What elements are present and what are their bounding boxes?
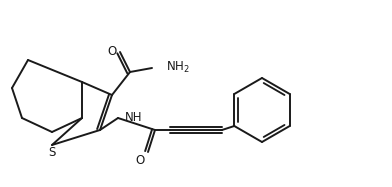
- Text: O: O: [135, 154, 145, 166]
- Text: NH: NH: [125, 111, 143, 123]
- Text: O: O: [107, 45, 117, 57]
- Text: NH$_2$: NH$_2$: [166, 59, 190, 75]
- Text: S: S: [48, 146, 56, 160]
